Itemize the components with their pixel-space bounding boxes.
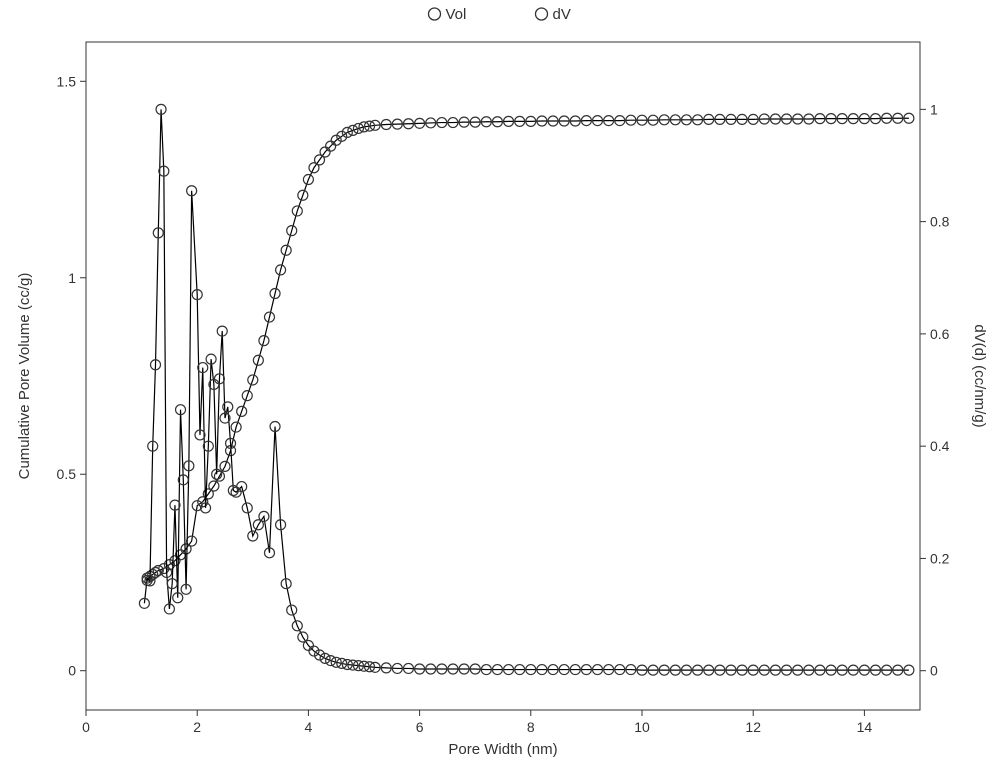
y-right-tick-label: 0.4: [930, 438, 950, 454]
x-tick-label: 2: [193, 719, 201, 735]
x-tick-label: 4: [305, 719, 313, 735]
y-right-tick-label: 0.2: [930, 550, 950, 566]
x-tick-label: 14: [857, 719, 873, 735]
y-left-tick-label: 1.5: [57, 73, 77, 89]
x-tick-label: 0: [82, 719, 90, 735]
y-right-tick-label: 0: [930, 663, 938, 679]
legend-label: Vol: [446, 6, 467, 23]
y-right-tick-label: 0.8: [930, 214, 950, 230]
y-left-axis-label: Cumulative Pore Volume (cc/g): [16, 273, 33, 480]
y-right-tick-label: 0.6: [930, 326, 950, 342]
x-tick-label: 10: [634, 719, 650, 735]
y-left-tick-label: 1: [68, 270, 76, 286]
y-left-tick-label: 0: [68, 663, 76, 679]
y-right-tick-label: 1: [930, 101, 938, 117]
y-left-tick-label: 0.5: [57, 466, 77, 482]
x-tick-label: 6: [416, 719, 424, 735]
x-axis-label: Pore Width (nm): [448, 741, 557, 758]
y-right-axis-label: dV(d) (cc/nm/g): [971, 324, 988, 427]
dual-axis-chart: VoldV02468101214Pore Width (nm)00.511.5C…: [0, 0, 1000, 761]
legend-label: dV: [553, 6, 571, 23]
chart-wrapper: VoldV02468101214Pore Width (nm)00.511.5C…: [0, 0, 1000, 761]
x-tick-label: 8: [527, 719, 535, 735]
x-tick-label: 12: [745, 719, 761, 735]
